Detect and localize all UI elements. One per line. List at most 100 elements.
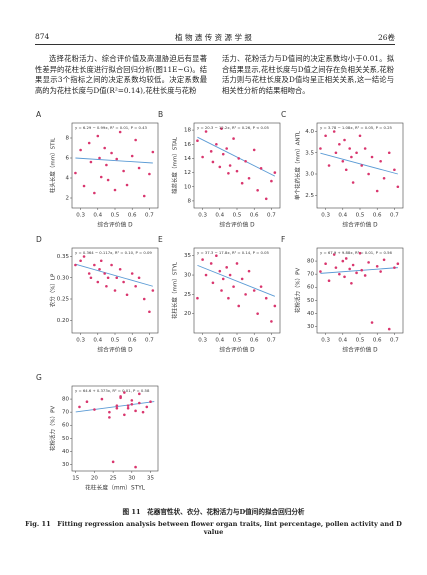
trend-line	[75, 401, 155, 413]
x-tick-label: 0.3	[198, 213, 207, 219]
y-tick-label: 8	[66, 136, 70, 142]
y-axis-label: 花柱长度（mm）STYL	[171, 261, 179, 319]
point	[227, 171, 230, 175]
x-tick-label: 0.3	[76, 213, 85, 219]
point	[393, 168, 396, 172]
y-tick-label: 3.5	[305, 150, 314, 156]
point	[264, 197, 268, 201]
point	[148, 172, 151, 176]
paragraph: 活力、花粉活力与D值间的决定系数均小于0.01。拟合结果显示,花柱长度与D值之间…	[222, 54, 394, 95]
equation: y = 6.29 − 0.99x, R² = 0.01, P = 0.43	[75, 125, 148, 130]
point	[138, 392, 141, 396]
y-axis-label: 雄蕊长度（mm）STAL	[171, 136, 179, 194]
point	[100, 397, 104, 401]
point	[350, 282, 353, 285]
y-tick-label: 70	[62, 410, 69, 416]
point	[220, 289, 223, 292]
point	[319, 147, 322, 150]
point	[379, 159, 382, 163]
point	[363, 274, 367, 277]
equation: y = 0.364 − 0.117x, R² = 0.10, P = 0.09	[75, 250, 152, 255]
point	[134, 138, 137, 142]
x-axis-label: 花柱长度（mm）STYL	[85, 484, 146, 492]
point	[252, 148, 256, 152]
point	[227, 296, 230, 300]
x-tick-label: 0.5	[233, 338, 242, 344]
point	[93, 263, 96, 267]
y-tick-label: 30	[184, 273, 191, 279]
point	[103, 272, 106, 275]
point	[98, 267, 101, 271]
y-axis-label: 花粉活力（%）PV	[49, 406, 57, 452]
point	[115, 404, 119, 407]
y-tick-label: 40	[307, 311, 314, 317]
equation: y = 37.3 − 17.8x, R² = 0.14, P = 0.05	[197, 250, 270, 255]
point	[89, 160, 93, 164]
point	[98, 156, 101, 160]
y-tick-label: 50	[62, 436, 69, 442]
point	[235, 169, 239, 173]
point	[247, 269, 251, 273]
point	[138, 401, 141, 405]
panel-letter: G	[36, 373, 42, 382]
point	[115, 276, 119, 280]
y-tick-label: 30	[307, 324, 314, 330]
trend-line	[320, 152, 398, 175]
point	[332, 253, 336, 256]
point	[228, 164, 232, 167]
point	[110, 151, 113, 155]
x-axis-label: 综合评价值 D	[342, 221, 378, 229]
point	[137, 166, 141, 170]
equation: y = 20.3 − 12.2x, R² = 0.26, P < 0.05	[197, 125, 270, 130]
caption-zh: 图 11 花器官性状、衣分、花粉活力与D值间的拟合回归分析	[122, 508, 305, 516]
point	[108, 410, 111, 414]
point	[125, 293, 129, 297]
volume: 26卷	[377, 33, 395, 42]
y-tick-label: 0.20	[57, 318, 70, 324]
x-tick-label: 0.6	[250, 213, 259, 219]
point	[382, 258, 386, 262]
point	[327, 279, 331, 282]
point	[379, 270, 382, 273]
y-tick-label: 60	[307, 285, 314, 291]
point	[221, 152, 225, 156]
point	[211, 281, 215, 285]
point	[351, 263, 355, 267]
point	[85, 400, 89, 403]
point	[74, 263, 77, 267]
point	[360, 164, 364, 167]
point	[196, 296, 199, 300]
x-tick-label: 0.7	[267, 338, 276, 344]
journal-name: 植 物 遗 传 资 源 学 报	[175, 33, 252, 42]
y-tick-label: 6	[66, 156, 70, 162]
point	[338, 272, 341, 276]
point	[375, 189, 379, 193]
y-tick-label: 70	[307, 272, 314, 278]
y-tick-label: 0.35	[57, 254, 70, 260]
point	[240, 181, 244, 185]
point	[142, 194, 146, 198]
point	[350, 155, 353, 159]
point	[341, 159, 345, 163]
point	[343, 275, 346, 279]
y-tick-label: 2	[66, 196, 70, 202]
point	[113, 289, 117, 292]
point	[79, 259, 82, 263]
point	[78, 405, 81, 409]
page-number: 874	[35, 32, 50, 41]
x-tick-label: 0.6	[373, 213, 382, 219]
x-tick-label: 35	[147, 476, 154, 482]
point	[334, 151, 338, 155]
point	[130, 272, 134, 275]
x-axis-label: 综合评价值 D	[219, 346, 255, 354]
point	[103, 146, 106, 150]
point	[130, 403, 134, 406]
point	[363, 147, 367, 150]
point	[358, 251, 362, 255]
point	[99, 259, 103, 263]
point	[232, 285, 235, 288]
point	[237, 304, 241, 308]
trend-line	[75, 157, 153, 164]
point	[367, 261, 370, 264]
